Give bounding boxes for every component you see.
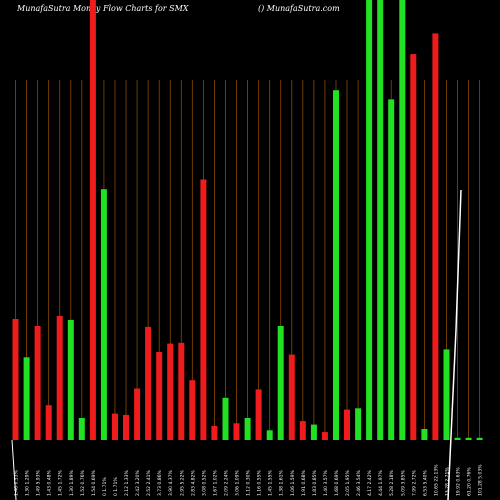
x-tick-label: 1.54 0.69% bbox=[91, 470, 97, 496]
x-tick-label: 1.68 0.69% bbox=[334, 470, 340, 496]
bar bbox=[23, 357, 30, 440]
bar bbox=[12, 319, 19, 440]
bar bbox=[476, 437, 483, 440]
bar bbox=[200, 179, 207, 440]
bar bbox=[45, 405, 52, 440]
x-tick-label: 0 1.71% bbox=[102, 477, 108, 496]
x-tick-label: 0 1.71% bbox=[113, 477, 119, 496]
x-tick-label: 1.52 0.76% bbox=[80, 470, 86, 496]
bar bbox=[333, 90, 339, 440]
bar bbox=[399, 0, 406, 440]
x-tick-label: 3.90 4.37% bbox=[168, 470, 174, 496]
x-tick-label: 1.40 3.57% bbox=[323, 470, 329, 496]
x-tick-label: 2.46 3.54% bbox=[356, 470, 362, 496]
flow-line bbox=[11, 189, 462, 500]
x-tick-label: 1.06 1.59% bbox=[290, 470, 296, 496]
x-tick-label: 61.20 0.76% bbox=[467, 467, 473, 496]
x-tick-label: 1.83 0.85% bbox=[312, 470, 318, 496]
bar bbox=[321, 432, 328, 440]
bar bbox=[299, 421, 306, 440]
bar bbox=[156, 352, 163, 440]
bar bbox=[377, 0, 384, 440]
bar bbox=[366, 0, 373, 440]
bar bbox=[178, 342, 185, 440]
bar bbox=[255, 389, 262, 440]
bar bbox=[134, 388, 141, 440]
bar bbox=[145, 326, 152, 440]
x-tick-label: 2.05 1.95% bbox=[345, 470, 351, 496]
x-tick-label: 5.09 3.85% bbox=[400, 470, 406, 496]
bar bbox=[410, 54, 417, 440]
x-tick-label: 1.30 1.89% bbox=[69, 470, 75, 496]
bar bbox=[123, 414, 129, 440]
bar bbox=[355, 408, 362, 440]
bar bbox=[189, 380, 196, 440]
chart-title: MunafaSutra Money Flow Charts for SMX bbox=[17, 4, 189, 13]
bar bbox=[266, 430, 273, 440]
x-tick-label: 3.08 0.52% bbox=[201, 470, 207, 496]
x-tick-label: 1.45 1.55% bbox=[268, 470, 274, 496]
bar bbox=[454, 437, 461, 440]
bar bbox=[78, 418, 85, 440]
bar bbox=[100, 189, 107, 440]
x-tick-label: 2.52 2.41% bbox=[146, 470, 152, 496]
watermark: () MunafaSutra.com bbox=[258, 4, 340, 13]
x-tick-label: 2.12 1.33% bbox=[124, 470, 130, 496]
bar bbox=[288, 354, 295, 440]
x-tick-label: 2.95 5.22% bbox=[179, 470, 185, 496]
bar bbox=[233, 423, 240, 440]
x-tick-label: 4.44 1.97% bbox=[378, 470, 384, 496]
x-tick-label: 5.28 2.18% bbox=[389, 470, 395, 496]
x-tick-label: 2.83 4.82% bbox=[190, 470, 196, 496]
bar bbox=[244, 418, 251, 440]
x-tick-label: 10.65 22.13% bbox=[433, 464, 439, 496]
x-tick-label: 19.92 0.63% bbox=[456, 467, 462, 496]
bar bbox=[310, 424, 317, 440]
bar bbox=[56, 315, 63, 440]
bar bbox=[112, 413, 118, 440]
x-tick-label: 3.06 1.09% bbox=[235, 470, 241, 496]
x-tick-label: 1.38 1.61% bbox=[279, 470, 285, 496]
bar bbox=[432, 33, 439, 441]
bar bbox=[211, 425, 218, 440]
x-tick-label: 4.17 2.42% bbox=[367, 470, 373, 496]
x-tick-label: 1.43 0.48% bbox=[47, 470, 53, 496]
bar bbox=[222, 397, 229, 440]
x-tick-label: 2.42 3.20% bbox=[135, 470, 141, 496]
x-tick-label: 7.99 2.72% bbox=[411, 470, 417, 496]
x-tick-label: 1.49 5.93% bbox=[36, 470, 42, 496]
bars bbox=[12, 0, 483, 441]
bar bbox=[67, 319, 74, 440]
x-tick-label: 1.16 0.55% bbox=[257, 470, 263, 496]
bar bbox=[167, 343, 174, 440]
bar bbox=[388, 99, 395, 441]
bar bbox=[277, 326, 284, 440]
bar bbox=[344, 409, 350, 440]
x-tick-label: 1.45 1.72% bbox=[58, 470, 64, 496]
grid-lines bbox=[15, 80, 481, 440]
x-tick-label: 1.12 0.30% bbox=[246, 470, 252, 496]
bar bbox=[89, 0, 96, 440]
x-tick-label: 1.67 1.02% bbox=[212, 470, 218, 496]
bar bbox=[443, 349, 450, 440]
series-line-start bbox=[11, 439, 17, 500]
x-tick-label: 1.91 0.68% bbox=[301, 470, 307, 496]
x-tick-label: 1.46 0.53% bbox=[14, 470, 20, 496]
x-tick-label: 6.53 5.40% bbox=[422, 470, 428, 496]
x-tick-label: 13.28 2.71% bbox=[445, 467, 451, 496]
x-tick-label: 3.73 0.86% bbox=[157, 470, 163, 496]
series-line bbox=[447, 189, 462, 500]
x-tick-label: 101.28 5.03% bbox=[478, 464, 484, 496]
bar bbox=[465, 437, 472, 440]
bar bbox=[34, 326, 41, 440]
x-labels: 1.46 0.53% 1.30 1.29% 1.49 5.93% 1.43 0.48%… bbox=[14, 464, 484, 496]
x-tick-label: 2.09 2.24% bbox=[224, 470, 230, 496]
bar bbox=[421, 429, 428, 440]
x-tick-label: 1.30 1.29% bbox=[25, 470, 31, 496]
